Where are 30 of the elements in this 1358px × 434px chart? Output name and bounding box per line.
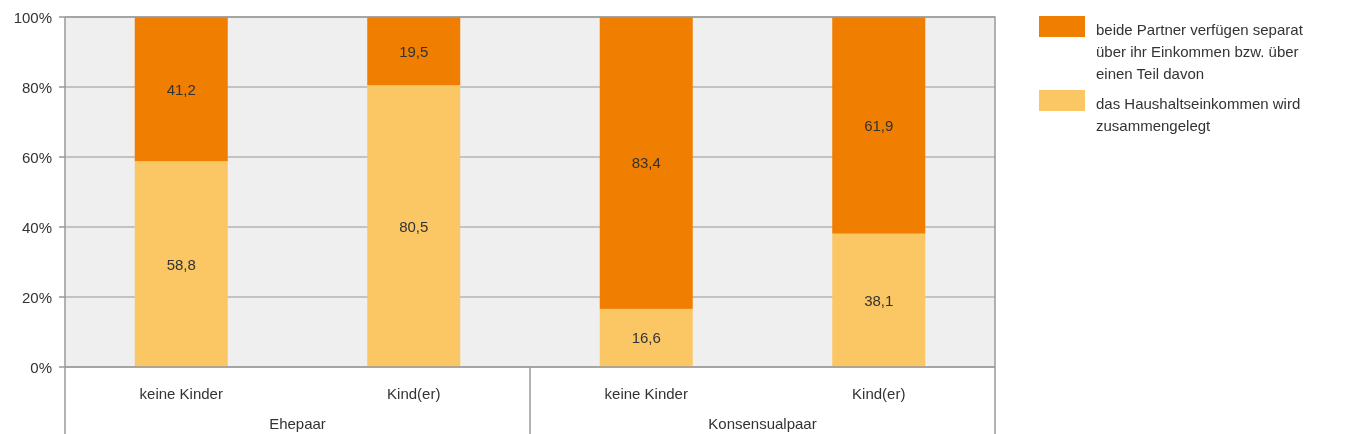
data-label: 80,5 bbox=[399, 217, 429, 235]
bar bbox=[367, 17, 461, 86]
bar bbox=[599, 308, 693, 367]
data-label: 58,8 bbox=[166, 255, 196, 273]
data-label: 16,6 bbox=[631, 329, 661, 347]
bar bbox=[599, 17, 693, 309]
x-tick-label: Kind(er) bbox=[852, 384, 906, 402]
y-tick-label: 20% bbox=[21, 288, 52, 306]
data-label: 19,5 bbox=[399, 42, 429, 60]
legend-label: das Haushaltseinkommen wird zusammengelegt bbox=[1096, 94, 1301, 134]
x-tick-label: Kind(er) bbox=[387, 384, 441, 402]
text: Konsensualpaar bbox=[708, 414, 817, 432]
x-tick-label: keine Kinder bbox=[604, 384, 688, 402]
bar bbox=[367, 85, 461, 367]
legend-label: beide Partner verfügen separat über ihr Einkommen bzw. über einen Teil davon bbox=[1096, 20, 1304, 82]
bar bbox=[134, 161, 228, 367]
y-tick-label: 0% bbox=[30, 358, 52, 376]
y-tick-label: 100% bbox=[13, 8, 52, 26]
y-tick-label: 40% bbox=[21, 218, 52, 236]
bar bbox=[134, 17, 228, 162]
data-label: 83,4 bbox=[631, 154, 661, 172]
y-tick-label: 80% bbox=[21, 78, 52, 96]
data-label: 41,2 bbox=[166, 80, 196, 98]
y-tick-label: 60% bbox=[21, 148, 52, 166]
bar bbox=[832, 233, 926, 367]
data-label: 61,9 bbox=[864, 116, 894, 134]
x-tick-label: keine Kinder bbox=[139, 384, 223, 402]
text: Ehepaar bbox=[269, 414, 326, 432]
data-label: 38,1 bbox=[864, 291, 894, 309]
bar bbox=[832, 17, 926, 234]
